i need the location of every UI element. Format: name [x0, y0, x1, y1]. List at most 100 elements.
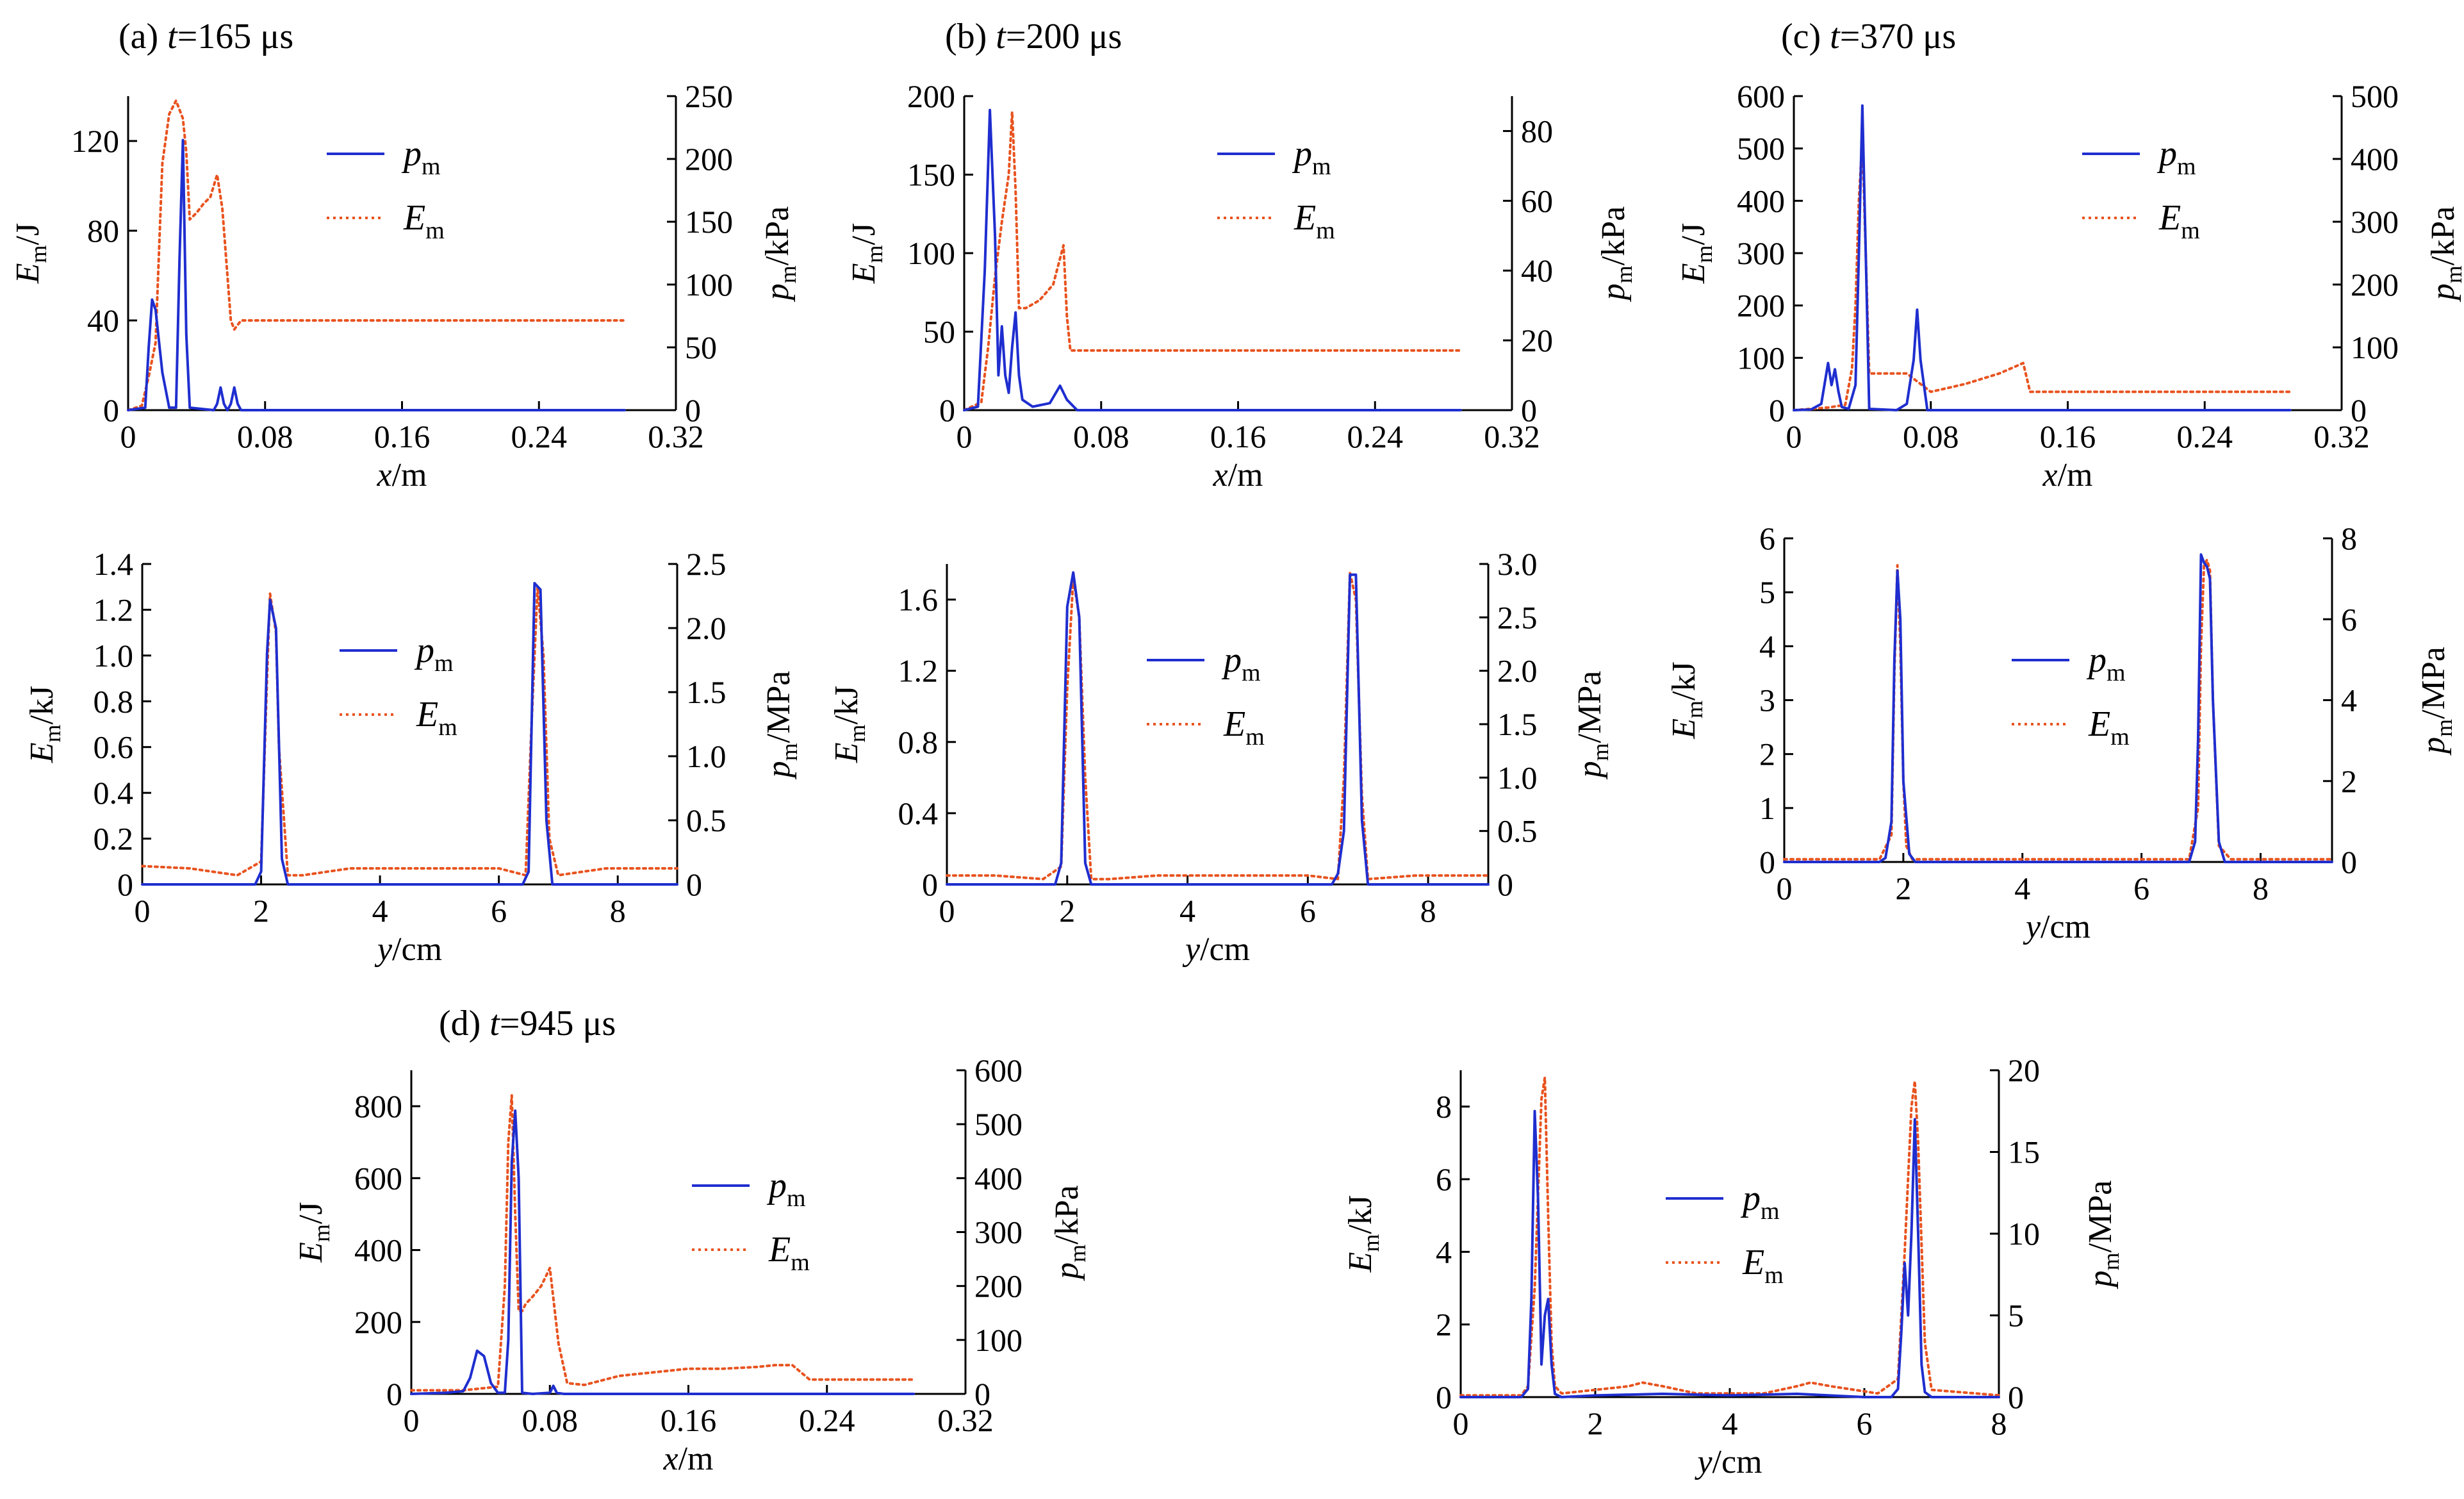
y-left-tick-label: 1.4: [94, 546, 134, 582]
y-right-tick-label: 400: [2351, 141, 2399, 177]
y-left-tick-label: 600: [1737, 78, 1785, 114]
y-left-tick-label: 0: [386, 1376, 402, 1412]
chart-panel-6: 0 2 4 6 8 0 1 2 3 4 5 6 0 2 4 6 8 y/cm Em/kJ pm/MPa pm Em: [1666, 520, 2457, 945]
y-axis-right-title: pm/MPa: [2415, 647, 2457, 756]
y-left-tick-label: 0.4: [898, 795, 939, 831]
x-tick-label: 8: [1991, 1405, 2007, 1441]
x-tick-label: 0: [404, 1402, 420, 1438]
x-tick-label: 0.16: [374, 418, 431, 454]
x-tick-label: 0: [957, 418, 973, 454]
y-left-tick-label: 0.2: [94, 821, 134, 857]
y-right-tick-label: 0: [685, 392, 701, 428]
chart-panel-2: 0 0.08 0.16 0.24 0.32050100150200020406080x/…: [846, 17, 1637, 493]
y-right-tick-label: 40: [1521, 253, 1553, 288]
y-left-tick-label: 6: [1436, 1161, 1452, 1197]
y-right-tick-label: 15: [2008, 1134, 2040, 1170]
x-tick-label: 0.32: [1484, 418, 1540, 454]
legend-label-Em: Em: [416, 695, 457, 741]
y-right-tick-label: 1.5: [1497, 706, 1538, 742]
y-left-tick-label: 2: [1436, 1307, 1452, 1343]
y-left-tick-label: 400: [1737, 183, 1785, 219]
y-left-tick-label: 1.2: [94, 592, 134, 627]
legend-label-pm: pm: [766, 1166, 806, 1212]
y-right-tick-label: 2.0: [686, 610, 727, 646]
x-tick-label: 4: [1722, 1405, 1738, 1441]
y-left-tick-label: 0: [1436, 1379, 1452, 1415]
y-right-tick-label: 0: [2008, 1379, 2024, 1415]
y-right-tick-label: 100: [2351, 329, 2399, 365]
y-right-tick-label: 0.5: [1497, 813, 1538, 849]
x-tick-label: 6: [491, 893, 507, 929]
y-right-tick-label: 200: [685, 141, 733, 177]
legend-label-Em: Em: [1294, 198, 1335, 244]
chart-panel-1: 0 0.08 0.16 0.24 0.3204080120050100150200250…: [10, 17, 801, 493]
x-axis-title: y/cm: [374, 931, 442, 968]
legend-label-Em: Em: [2158, 198, 2200, 244]
x-tick-label: 4: [2014, 870, 2030, 906]
charts: 0 0.08 0.16 0.24 0.3204080120050100150200250…: [10, 17, 2464, 1480]
y-right-tick-label: 100: [685, 267, 733, 302]
x-tick-label: 2: [1059, 893, 1075, 929]
y-axis-left-title: Em/J: [293, 1202, 334, 1263]
x-axis-title: x/m: [663, 1441, 714, 1477]
legend-label-pm: pm: [1221, 640, 1261, 686]
y-axis-right-title: pm/kPa: [759, 206, 801, 302]
y-left-tick-label: 50: [923, 314, 955, 350]
y-left-tick-label: 400: [354, 1232, 402, 1268]
y-left-tick-label: 0.4: [94, 775, 134, 811]
y-axis-right-title: pm/kPa: [1595, 206, 1637, 302]
x-tick-label: 0.08: [522, 1402, 579, 1438]
y-right-tick-label: 500: [974, 1106, 1023, 1142]
y-axis-left-title: Em/kJ: [1342, 1195, 1384, 1273]
y-right-tick-label: 2.0: [1497, 653, 1538, 689]
x-tick-label: 0.16: [661, 1402, 717, 1438]
y-right-tick-label: 50: [685, 329, 717, 365]
legend-label-Em: Em: [403, 198, 445, 244]
x-axis-title: x/m: [377, 457, 427, 493]
series-line-Em: [141, 585, 678, 877]
legend-label-Em: Em: [1742, 1243, 1784, 1289]
y-left-tick-label: 600: [354, 1160, 402, 1196]
panel-title: (b) t=200 μs: [945, 17, 1122, 56]
y-right-tick-label: 0.5: [686, 802, 727, 838]
x-tick-label: 0.24: [511, 418, 568, 454]
y-right-tick-label: 20: [1521, 322, 1553, 358]
panel-title: (a) t=165 μs: [119, 17, 293, 56]
y-axis-left-title: Em/kJ: [24, 686, 65, 763]
y-right-tick-label: 5: [2008, 1298, 2024, 1334]
y-left-tick-label: 0: [922, 866, 938, 902]
y-right-tick-label: 300: [2351, 204, 2399, 240]
y-right-tick-label: 400: [974, 1160, 1023, 1196]
x-tick-label: 0: [939, 893, 955, 929]
y-right-tick-label: 0: [1497, 866, 1513, 902]
x-axis-title: y/cm: [1694, 1444, 1762, 1480]
y-right-tick-label: 2.5: [1497, 599, 1538, 635]
y-left-tick-label: 300: [1737, 235, 1785, 271]
y-axis-left-title: Em/J: [846, 223, 887, 284]
chart-panel-5: 0 2 4 6 8 0 0.4 0.8 1.2 1.6 0 0.5 1.0 1.5 2.0 2.5 3.0 y/c…: [828, 546, 1613, 968]
legend-label-Em: Em: [2088, 704, 2130, 750]
x-tick-label: 0: [120, 418, 136, 454]
legend-label-pm: pm: [414, 631, 454, 677]
y-left-tick-label: 0: [1769, 392, 1785, 428]
y-left-tick-label: 80: [87, 213, 119, 249]
y-right-tick-label: 200: [2351, 267, 2399, 302]
y-left-tick-label: 100: [1737, 340, 1785, 376]
y-right-tick-label: 200: [974, 1268, 1023, 1304]
y-right-tick-label: 500: [2351, 78, 2399, 114]
legend-label-pm: pm: [2086, 640, 2126, 686]
y-left-tick-label: 3: [1759, 683, 1775, 718]
y-left-tick-label: 120: [71, 123, 119, 159]
y-right-tick-label: 0: [974, 1376, 990, 1412]
legend-label-Em: Em: [1223, 704, 1265, 750]
y-axis-right-title: pm/MPa: [760, 671, 802, 781]
series-line-pm: [141, 582, 678, 886]
y-right-tick-label: 250: [685, 78, 733, 114]
legend-label-Em: Em: [768, 1230, 810, 1276]
y-left-tick-label: 1.6: [898, 582, 939, 618]
panel-title: (c) t=370 μs: [1781, 17, 1956, 56]
x-tick-label: 0.08: [1073, 418, 1129, 454]
legend-label-pm: pm: [401, 134, 441, 180]
x-tick-label: 0.16: [2040, 418, 2096, 454]
y-left-tick-label: 0: [103, 392, 119, 428]
